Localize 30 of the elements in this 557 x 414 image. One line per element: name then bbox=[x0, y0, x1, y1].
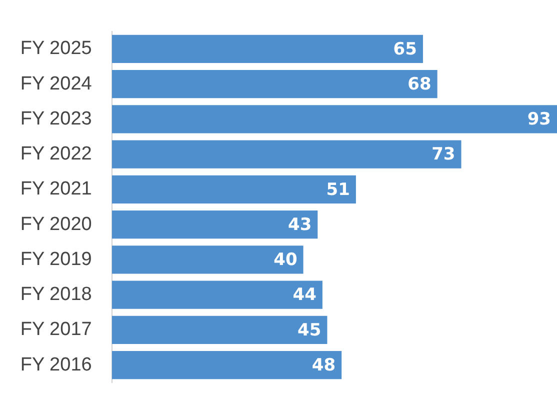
y-tick-label: FY 2017 bbox=[20, 319, 92, 340]
data-label: 48 bbox=[312, 355, 336, 376]
bar bbox=[112, 280, 322, 309]
bar bbox=[112, 246, 304, 274]
bar bbox=[112, 140, 462, 168]
data-label: 45 bbox=[298, 320, 322, 340]
data-label: 51 bbox=[326, 180, 350, 200]
data-label: 40 bbox=[274, 250, 298, 270]
bar bbox=[112, 210, 318, 239]
data-label: 44 bbox=[292, 285, 317, 306]
y-tick-label: FY 2016 bbox=[20, 354, 92, 376]
bar bbox=[112, 34, 423, 64]
bar bbox=[112, 175, 356, 204]
data-label: 68 bbox=[408, 74, 432, 94]
bar bbox=[112, 316, 328, 344]
bar bbox=[112, 70, 438, 98]
y-tick-label: FY 2020 bbox=[20, 214, 92, 235]
bar bbox=[112, 350, 342, 380]
y-tick-label: FY 2023 bbox=[20, 108, 92, 130]
data-label: 65 bbox=[393, 39, 417, 60]
y-tick-label: FY 2025 bbox=[20, 38, 92, 60]
data-label: 93 bbox=[527, 110, 551, 130]
bar bbox=[112, 105, 557, 134]
y-tick-label: FY 2022 bbox=[20, 144, 92, 165]
data-label: 73 bbox=[432, 144, 456, 165]
y-tick-label: FY 2018 bbox=[20, 284, 92, 306]
y-tick-label: FY 2019 bbox=[20, 248, 92, 270]
y-tick-label: FY 2024 bbox=[20, 73, 92, 94]
data-label: 43 bbox=[288, 214, 312, 235]
y-tick-label: FY 2021 bbox=[20, 178, 92, 200]
